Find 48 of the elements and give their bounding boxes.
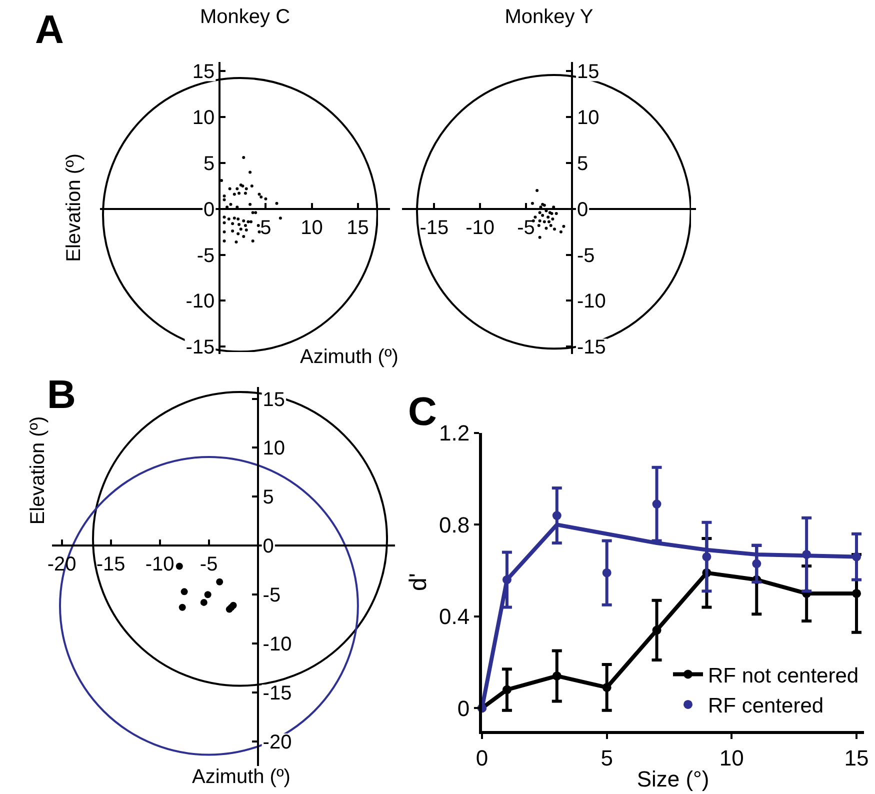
y-tick-label: 0.8	[439, 512, 470, 538]
x-tick-label: -5	[517, 216, 535, 239]
text: C	[408, 390, 437, 434]
y-tick-label: 0	[457, 696, 470, 721]
y-tick-label: 0	[204, 198, 215, 221]
legend-label: RF centered	[708, 694, 824, 718]
y-axis-title: Elevation (º)	[26, 416, 49, 525]
y-tick-label: -10	[576, 290, 606, 313]
x-axis-title: Size (°)	[636, 766, 710, 792]
y-tick-label: -10	[262, 634, 292, 656]
y-tick-label: 0	[576, 198, 588, 221]
y-tick-label: -5	[576, 244, 595, 267]
annotation: B	[47, 373, 76, 417]
y-tick-label: 10	[192, 107, 215, 130]
chart-title: Monkey C	[200, 6, 290, 28]
y-tick-label: 5	[262, 486, 274, 509]
x-tick-label: 0	[476, 745, 488, 770]
x-tick-label: -10	[145, 554, 174, 576]
y-tick-label: -15	[186, 336, 215, 359]
x-tick-label: 15	[844, 745, 869, 770]
x-tick-label: -15	[96, 554, 126, 576]
y-tick-label: 15	[192, 61, 215, 84]
x-tick-label: -10	[466, 216, 495, 239]
x-tick-label: -15	[420, 216, 449, 239]
y-tick-label: -5	[196, 244, 215, 267]
y-tick-label: -15	[262, 682, 292, 705]
y-tick-label: 15	[262, 388, 286, 411]
y-tick-label: -10	[186, 290, 215, 313]
y-axis-title: d'	[405, 573, 432, 591]
y-tick-label: 10	[262, 438, 286, 460]
y-axis-title: Elevation (º)	[62, 153, 85, 262]
text: A	[35, 8, 64, 52]
legend-label: RF not centered	[708, 664, 859, 688]
y-tick-label: -5	[262, 584, 281, 607]
x-axis-title: Azimuth (º)	[300, 346, 398, 368]
y-tick-label: -15	[576, 336, 606, 359]
y-tick-label: 0	[262, 536, 274, 558]
x-tick-label: 10	[719, 745, 744, 770]
x-tick-label: 10	[300, 216, 323, 239]
y-tick-label: 5	[204, 153, 215, 176]
y-tick-label: 15	[576, 61, 600, 84]
y-tick-label: 10	[576, 107, 600, 130]
y-tick-label: 0.4	[439, 604, 470, 630]
x-axis-title: Azimuth (º)	[192, 766, 290, 788]
y-tick-label: 1.2	[439, 420, 470, 446]
chart-title: Monkey Y	[504, 6, 594, 28]
y-tick-label: 5	[576, 153, 588, 176]
x-tick-label: 15	[346, 216, 369, 239]
